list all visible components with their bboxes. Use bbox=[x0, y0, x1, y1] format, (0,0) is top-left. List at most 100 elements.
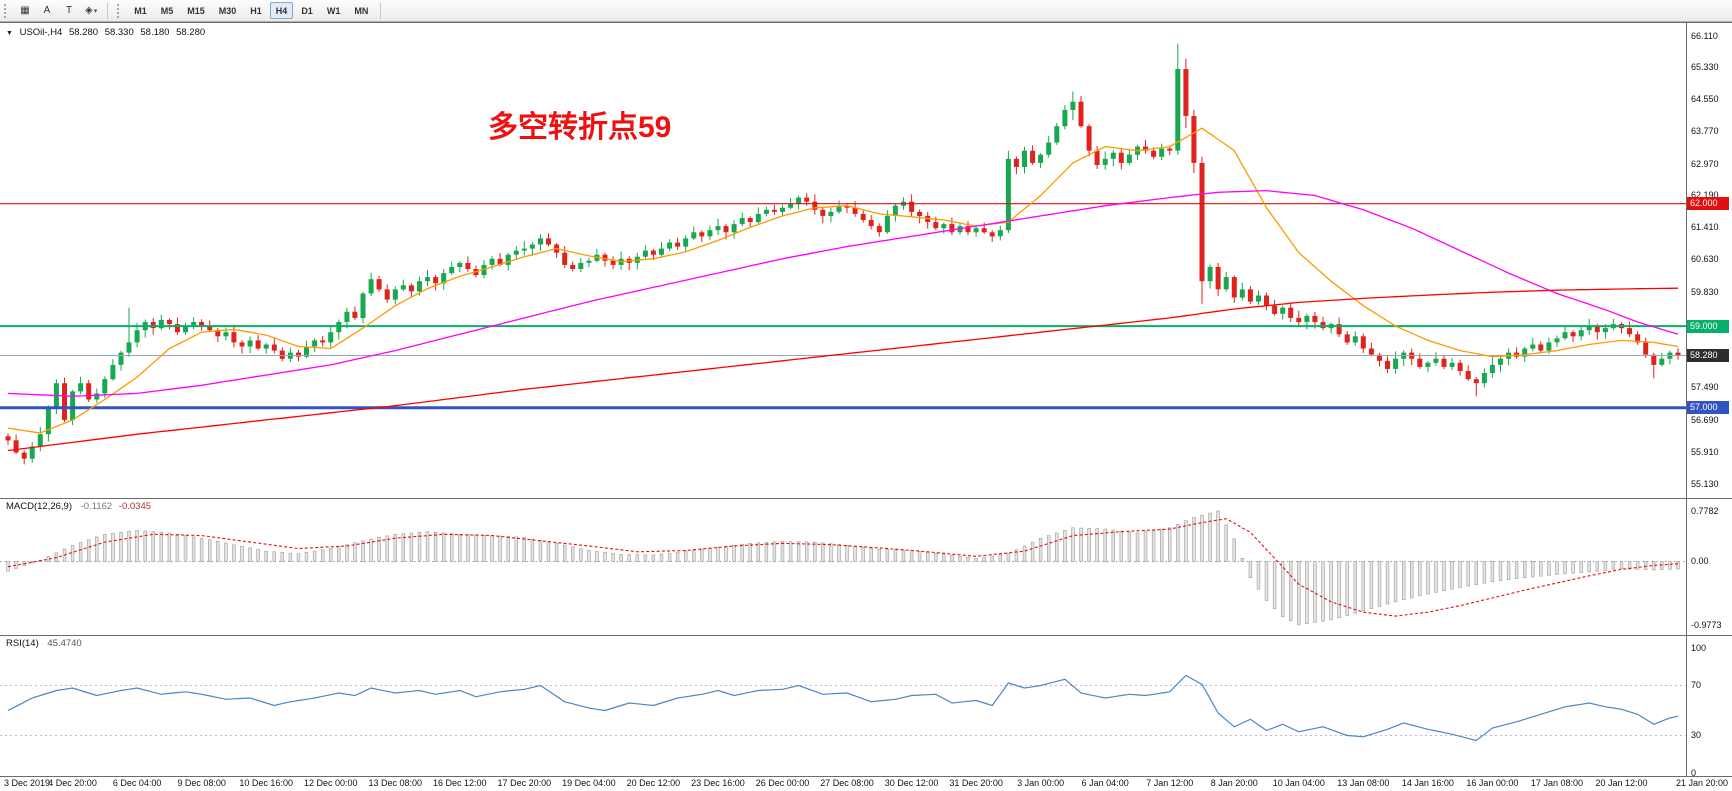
macd-label: MACD(12,26,9) -0.1162 -0.0345 bbox=[6, 501, 151, 512]
macd-layer bbox=[0, 510, 1686, 626]
time-scale[interactable]: 3 Dec 2019 4 Dec 20:00 6 Dec 04:00 9 Dec 08… bbox=[0, 777, 1732, 791]
macd-axis-tick: 0.7782 bbox=[1691, 505, 1719, 516]
price-level-badge: 59.000 bbox=[1687, 319, 1729, 333]
time-axis-label: 20 Jan 12:00 bbox=[1595, 778, 1648, 788]
time-axis-label: 21 Jan 20:00 bbox=[1675, 778, 1728, 788]
y-axis-tick: 65.330 bbox=[1691, 62, 1719, 73]
ma-fast-orange-line bbox=[7, 127, 1679, 434]
drawing-tools-group: ▦ A T ◈ ▾ bbox=[14, 2, 102, 20]
time-axis-label: 3 Dec 2019 bbox=[4, 778, 51, 788]
panel-borders bbox=[0, 22, 1732, 777]
ma-mid-magenta-line bbox=[7, 189, 1679, 397]
y-axis-tick: 55.910 bbox=[1691, 446, 1719, 457]
time-axis-label: 3 Jan 00:00 bbox=[1017, 778, 1065, 788]
time-axis-label: 7 Jan 12:00 bbox=[1146, 778, 1194, 788]
rsi-axis-tick: 0 bbox=[1691, 767, 1697, 778]
macd-main-value: -0.1162 bbox=[80, 501, 113, 512]
y-axis-tick: 66.110 bbox=[1691, 30, 1718, 41]
rsi-indicator-name: RSI(14) bbox=[6, 638, 39, 649]
ma-slow-red-line bbox=[7, 287, 1679, 452]
toolbar: ▦ A T ◈ ▾ M1 M5 M15 M30 H1 H4 D1 W1 MN bbox=[0, 0, 1732, 22]
timeframe-button-m1[interactable]: M1 bbox=[128, 2, 153, 19]
toolbar-separator bbox=[380, 2, 382, 19]
timeframe-button-d1[interactable]: D1 bbox=[295, 2, 319, 19]
label-a-button[interactable]: A bbox=[37, 2, 57, 20]
time-axis-label: 26 Dec 00:00 bbox=[755, 778, 810, 788]
time-axis-label: 8 Jan 20:00 bbox=[1210, 778, 1258, 788]
rsi-line bbox=[7, 674, 1679, 742]
quote-high: 58.330 bbox=[104, 27, 134, 38]
time-axis-label: 6 Jan 04:00 bbox=[1081, 778, 1129, 788]
y-axis-tick: 59.830 bbox=[1691, 286, 1719, 297]
current-price-badge: 58.280 bbox=[1687, 348, 1729, 362]
timeframe-button-m5[interactable]: M5 bbox=[155, 2, 180, 19]
time-axis-label: 31 Dec 20:00 bbox=[949, 778, 1003, 788]
macd-signal-line bbox=[7, 518, 1679, 617]
price-level-badge: 62.000 bbox=[1687, 197, 1729, 211]
y-axis-tick: 61.410 bbox=[1691, 222, 1719, 233]
time-axis-label: 30 Dec 12:00 bbox=[884, 778, 939, 788]
timeframe-button-m30[interactable]: M30 bbox=[213, 2, 243, 19]
timeframe-button-m15[interactable]: M15 bbox=[181, 2, 211, 19]
toolbar-grip[interactable] bbox=[4, 3, 10, 18]
time-axis-label: 10 Dec 16:00 bbox=[239, 778, 293, 788]
time-axis-label: 17 Dec 20:00 bbox=[497, 778, 552, 788]
macd-axis-tick: -0.9773 bbox=[1691, 619, 1722, 630]
toolbar-grip[interactable] bbox=[117, 3, 123, 18]
symbol-period: USOil-,H4 bbox=[19, 27, 63, 38]
time-axis-label: 13 Jan 08:00 bbox=[1337, 778, 1390, 788]
time-axis-label: 23 Dec 16:00 bbox=[691, 778, 745, 788]
timeframe-button-h1[interactable]: H1 bbox=[244, 2, 268, 19]
rsi-axis-tick: 100 bbox=[1691, 642, 1707, 653]
time-axis-label: 4 Dec 20:00 bbox=[48, 778, 97, 788]
time-axis-label: 10 Jan 04:00 bbox=[1272, 778, 1325, 788]
chart-quote-line: ▼ USOil-,H4 58.280 58.330 58.180 58.280 bbox=[6, 27, 209, 38]
macd-indicator-name: MACD(12,26,9) bbox=[6, 501, 72, 512]
macd-signal-value: -0.0345 bbox=[118, 501, 152, 512]
time-axis-label: 17 Jan 08:00 bbox=[1530, 778, 1583, 788]
time-axis-label: 12 Dec 00:00 bbox=[303, 778, 358, 788]
time-axis-label: 14 Jan 16:00 bbox=[1401, 778, 1454, 788]
toolbar-separator bbox=[107, 2, 109, 19]
quote-close: 58.280 bbox=[176, 27, 206, 38]
shapes-button[interactable]: ◈ ▾ bbox=[81, 2, 101, 20]
horizontal-levels[interactable] bbox=[0, 203, 1686, 410]
timeframe-button-w1[interactable]: W1 bbox=[321, 2, 347, 19]
y-axis-tick: 63.770 bbox=[1691, 125, 1719, 136]
rsi-axis-tick: 30 bbox=[1691, 730, 1702, 740]
time-axis-label: 16 Jan 00:00 bbox=[1466, 778, 1519, 788]
chart-annotation: 多空转折点59 bbox=[488, 111, 672, 144]
grid-button[interactable]: ▦ bbox=[15, 2, 35, 20]
price-level-badge: 57.000 bbox=[1687, 401, 1729, 415]
shapes-icon: ◈ bbox=[85, 5, 93, 16]
time-axis-label: 20 Dec 12:00 bbox=[626, 778, 681, 788]
timeframe-group: M1 M5 M15 M30 H1 H4 D1 W1 MN bbox=[127, 2, 375, 19]
time-axis-label: 6 Dec 04:00 bbox=[112, 778, 162, 788]
chevron-down-icon: ▾ bbox=[93, 7, 98, 15]
y-axis-tick: 60.630 bbox=[1691, 254, 1719, 265]
y-axis-tick: 62.190 bbox=[1691, 190, 1719, 201]
timeframe-button-h4[interactable]: H4 bbox=[269, 2, 294, 19]
quote-low: 58.180 bbox=[140, 27, 170, 38]
y-axis-tick: 64.550 bbox=[1691, 94, 1719, 105]
time-axis-label: 27 Dec 08:00 bbox=[820, 778, 874, 788]
text-t-button[interactable]: T bbox=[59, 2, 79, 20]
label-a-icon: A bbox=[43, 5, 51, 16]
time-axis-label: 16 Dec 12:00 bbox=[433, 778, 487, 788]
text-t-icon: T bbox=[65, 5, 73, 16]
grid-icon: ▦ bbox=[20, 5, 30, 16]
rsi-axis-tick: 70 bbox=[1691, 680, 1702, 690]
time-axis-label: 19 Dec 04:00 bbox=[562, 778, 616, 788]
macd-axis-tick: 0.00 bbox=[1691, 556, 1709, 567]
time-axis-label: 9 Dec 08:00 bbox=[177, 778, 226, 788]
quote-open: 58.280 bbox=[68, 27, 99, 38]
y-axis-tick: 57.490 bbox=[1691, 382, 1719, 393]
time-axis-label: 13 Dec 08:00 bbox=[368, 778, 423, 788]
timeframe-button-mn[interactable]: MN bbox=[348, 2, 374, 19]
y-axis-tick: 56.690 bbox=[1691, 414, 1719, 425]
collapse-triangle-icon[interactable]: ▼ bbox=[6, 30, 13, 37]
rsi-label: RSI(14) 45.4740 bbox=[6, 638, 82, 649]
y-axis-tick: 62.970 bbox=[1691, 158, 1719, 169]
